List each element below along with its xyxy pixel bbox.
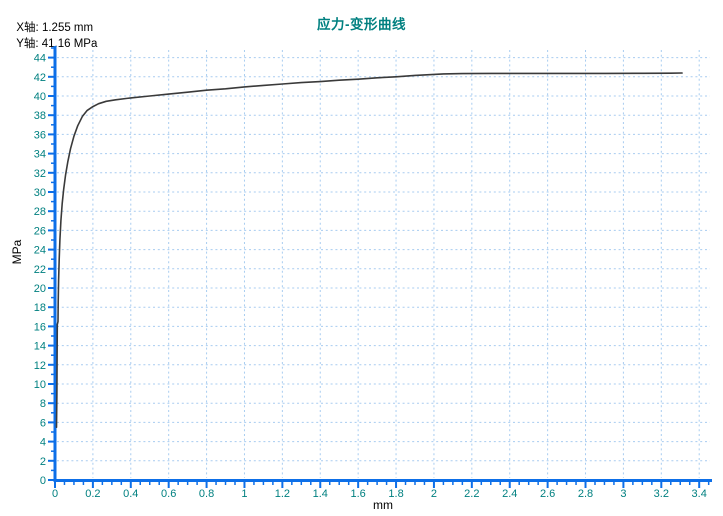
y-tick-label: 14 xyxy=(34,341,46,353)
y-tick-label: 16 xyxy=(34,321,46,333)
y-tick-label: 42 xyxy=(34,72,46,84)
x-tick-label: 2.6 xyxy=(540,488,555,500)
axis-name-labels: mm MPa xyxy=(10,239,393,512)
y-axis-line xyxy=(53,46,57,482)
y-tick-label: 28 xyxy=(34,206,46,218)
y-tick-label: 12 xyxy=(34,360,46,372)
y-tick-label: 20 xyxy=(34,283,46,295)
x-axis-readout: X轴: 1.255 mm xyxy=(16,22,94,34)
x-tick-label: 3.4 xyxy=(692,488,707,500)
vertical-gridlines xyxy=(92,50,700,478)
y-tick-label: 18 xyxy=(34,302,46,314)
x-axis-label: mm xyxy=(373,498,393,512)
y-tick-label: 24 xyxy=(34,245,46,257)
stress-deformation-curve xyxy=(55,72,683,429)
x-tick-label: 1.2 xyxy=(275,488,290,500)
x-tick-label: 3 xyxy=(620,488,626,500)
y-axis-readout: Y轴: 41.16 MPa xyxy=(16,38,98,50)
tick-marks xyxy=(48,47,710,488)
x-tick-label: 2.2 xyxy=(464,488,479,500)
x-tick-label: 1.4 xyxy=(313,488,328,500)
x-tick-label: 0.6 xyxy=(161,488,176,500)
x-tick-label: 1.8 xyxy=(388,488,403,500)
y-tick-label: 34 xyxy=(34,149,46,161)
data-series xyxy=(55,72,683,429)
tick-labels: 0 0.2 0.4 0.6 0.8 1 1.2 1.4 1.6 1.8 2 2.2 2.4 2.6 2.8 3… xyxy=(34,53,707,500)
chart-title: 应力-变形曲线 xyxy=(317,17,406,32)
x-tick-label: 1.6 xyxy=(351,488,366,500)
y-tick-label: 0 xyxy=(40,475,46,487)
x-tick-label: 0.4 xyxy=(123,488,138,500)
y-tick-label: 30 xyxy=(34,187,46,199)
axes xyxy=(53,46,712,482)
cursor-coordinate-readout: X轴: 1.255 mm Y轴: 41.16 MPa xyxy=(10,7,103,51)
x-tick-label: 3.2 xyxy=(654,488,669,500)
x-tick-label: 0.8 xyxy=(199,488,214,500)
y-tick-label: 44 xyxy=(34,53,46,65)
y-tick-label: 4 xyxy=(40,437,46,449)
y-tick-label: 8 xyxy=(40,398,46,410)
y-tick-label: 36 xyxy=(34,129,46,141)
y-tick-label: 10 xyxy=(34,379,46,391)
horizontal-gridlines xyxy=(57,57,710,462)
y-tick-label: 26 xyxy=(34,225,46,237)
y-tick-label: 2 xyxy=(40,456,46,468)
x-tick-label: 0.2 xyxy=(85,488,100,500)
y-tick-label: 32 xyxy=(34,168,46,180)
x-axis-line xyxy=(53,479,712,482)
x-tick-label: 2.4 xyxy=(502,488,517,500)
x-tick-label: 1 xyxy=(241,488,247,500)
y-tick-label: 38 xyxy=(34,110,46,122)
x-tick-label: 2 xyxy=(431,488,437,500)
y-axis-label: MPa xyxy=(10,239,24,264)
x-tick-label: 0 xyxy=(52,488,58,500)
y-tick-label: 40 xyxy=(34,91,46,103)
y-tick-label: 22 xyxy=(34,264,46,276)
x-tick-label: 2.8 xyxy=(578,488,593,500)
y-tick-label: 6 xyxy=(40,417,46,429)
